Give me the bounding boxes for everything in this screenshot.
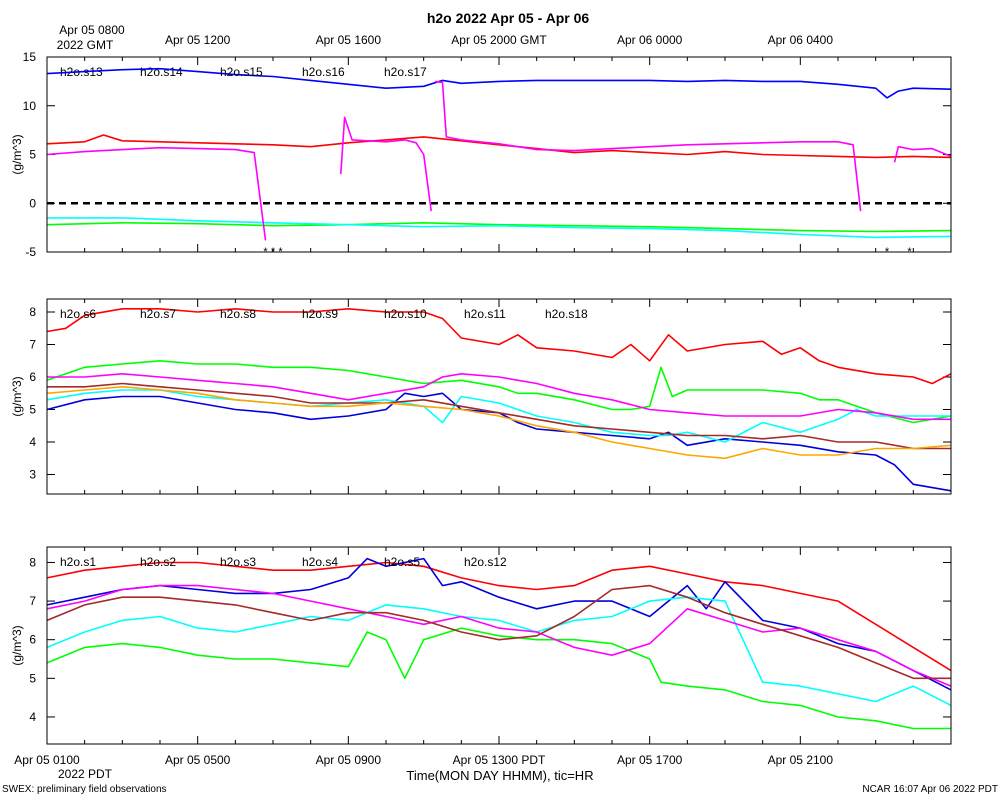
legend-h2o.s9: h2o.s9 (302, 307, 338, 321)
series-line-h2o.s17 (46, 146, 267, 241)
chart-title: h2o 2022 Apr 05 - Apr 06 (427, 10, 590, 26)
series-line-h2o.s2 (46, 627, 951, 730)
top-axis-first-label-line2: 2022 GMT (57, 38, 114, 52)
bottom-axis-tick-label: Apr 05 0900 (316, 753, 382, 767)
series-line-h2o.s5 (46, 584, 952, 687)
legend-h2o.s7: h2o.s7 (140, 307, 176, 321)
x-axis-label: Time(MON DAY HHMM), tic=HR (406, 768, 593, 783)
footer-left-note: SWEX: preliminary field observations (2, 784, 167, 795)
series-line-h2o.s14 (46, 222, 952, 233)
y-tick-label: 0 (29, 196, 36, 210)
bottom-axis-first-label-line2: 2022 PDT (58, 767, 113, 781)
legend-h2o.s5: h2o.s5 (384, 555, 420, 569)
legend-h2o.s12: h2o.s12 (464, 555, 507, 569)
y-tick-label: 6 (29, 633, 36, 647)
series-line-h2o.s15 (46, 67, 952, 99)
y-tick-label: 5 (29, 671, 36, 685)
legend-h2o.s14: h2o.s14 (140, 65, 183, 79)
series-line-h2o.s11 (47, 382, 951, 450)
series-line-h2o.s16 (47, 217, 952, 239)
legend-h2o.s4: h2o.s4 (302, 555, 338, 569)
panel-frame (46, 546, 952, 745)
series-line-h2o.s13 (46, 134, 952, 159)
top-axis-tick-label: Apr 05 1600 (316, 33, 382, 47)
footer-right-note: NCAR 16:07 Apr 06 2022 PDT (862, 784, 998, 795)
bottom-axis-tick-label: Apr 05 2100 (768, 753, 834, 767)
y-tick-label: 3 (29, 468, 36, 482)
legend-h2o.s2: h2o.s2 (140, 555, 176, 569)
series-line-h2o.s12 (46, 584, 951, 680)
panel-frame (46, 56, 952, 253)
series-line-h2o.s17 (340, 116, 432, 212)
bottom-axis-tick-label: Apr 05 1700 (617, 753, 683, 767)
y-tick-label: 8 (29, 555, 36, 569)
y-axis-label: (g/m^3) (10, 134, 24, 174)
y-tick-label: 10 (23, 99, 37, 113)
time-axis-labels: Apr 05 1200 Apr 05 1600 Apr 05 2000 GMT Apr… (14, 33, 833, 767)
legend-h2o.s15: h2o.s15 (220, 65, 263, 79)
top-axis-tick-label: Apr 06 0000 (617, 33, 683, 47)
series-line-h2o.s7 (46, 360, 952, 424)
top-axis-first-label-line1: Apr 05 0800 (59, 23, 125, 37)
y-tick-label: 7 (29, 594, 36, 608)
top-axis-tick-label: Apr 06 0400 (768, 33, 834, 47)
series-line-h2o.s9 (46, 389, 951, 443)
legend-h2o.s6: h2o.s6 (60, 307, 96, 321)
series-line-h2o.s4 (46, 596, 952, 707)
y-tick-label: 4 (29, 435, 36, 449)
y-tick-label: 7 (29, 338, 36, 352)
legend-h2o.s1: h2o.s1 (60, 555, 96, 569)
y-axis-label: (g/m^3) (10, 625, 24, 665)
legend-h2o.s11: h2o.s11 (464, 307, 506, 321)
series-line-h2o.s17 (434, 80, 862, 212)
legend-h2o.s8: h2o.s8 (220, 307, 256, 321)
y-tick-label: 6 (29, 370, 36, 384)
y-tick-label: 8 (29, 305, 36, 319)
panel-2: 3 4 5 6 7 8 (g/m^3) h2o.s6 h2o.s7 h2o.s8 h2o.s9 h2o… (10, 298, 952, 495)
series-line-h2o.s8 (46, 392, 952, 492)
bottom-axis-tick-label: Apr 05 0500 (165, 753, 231, 767)
series-line-h2o.s10 (47, 373, 951, 421)
y-tick-label: -5 (25, 245, 36, 259)
series-line-h2o.s6 (46, 308, 952, 385)
legend-h2o.s18: h2o.s18 (545, 307, 588, 321)
y-axis-label: (g/m^3) (10, 376, 24, 416)
top-axis-tick-label: Apr 05 1200 (165, 33, 231, 47)
legend-h2o.s10: h2o.s10 (384, 307, 427, 321)
chart-panels: -5 0 5 10 15 (g/m^3) h2o.s1 3 h2o.s14 h2o.s15 h2o.… (10, 33, 952, 767)
y-tick-label: 5 (29, 403, 36, 417)
legend-h2o.s3: h2o.s3 (220, 555, 256, 569)
series-line-h2o.s3 (46, 557, 952, 691)
y-tick-label: 15 (23, 50, 37, 64)
legend-h2o.s16: h2o.s16 (302, 65, 345, 79)
bottom-axis-tick-label: Apr 05 1300 PDT (453, 753, 546, 767)
panel-3: 4 5 6 7 8 (g/m^3) h2o.s1 h2o.s2 h2o.s3 h2o.s4 h2o.… (10, 546, 952, 745)
series-line-h2o.s1 (46, 561, 952, 672)
panel-frame (46, 298, 952, 495)
bottom-axis-tick-label: Apr 05 0100 (14, 753, 80, 767)
legend-h2o.s17: h2o.s17 (384, 65, 427, 79)
top-axis-tick-label: Apr 05 2000 GMT (451, 33, 547, 47)
y-tick-label: 5 (29, 148, 36, 162)
series-line-h2o.s18 (46, 386, 952, 460)
series-line-h2o.s17 (893, 145, 952, 163)
y-tick-label: 4 (29, 710, 36, 724)
